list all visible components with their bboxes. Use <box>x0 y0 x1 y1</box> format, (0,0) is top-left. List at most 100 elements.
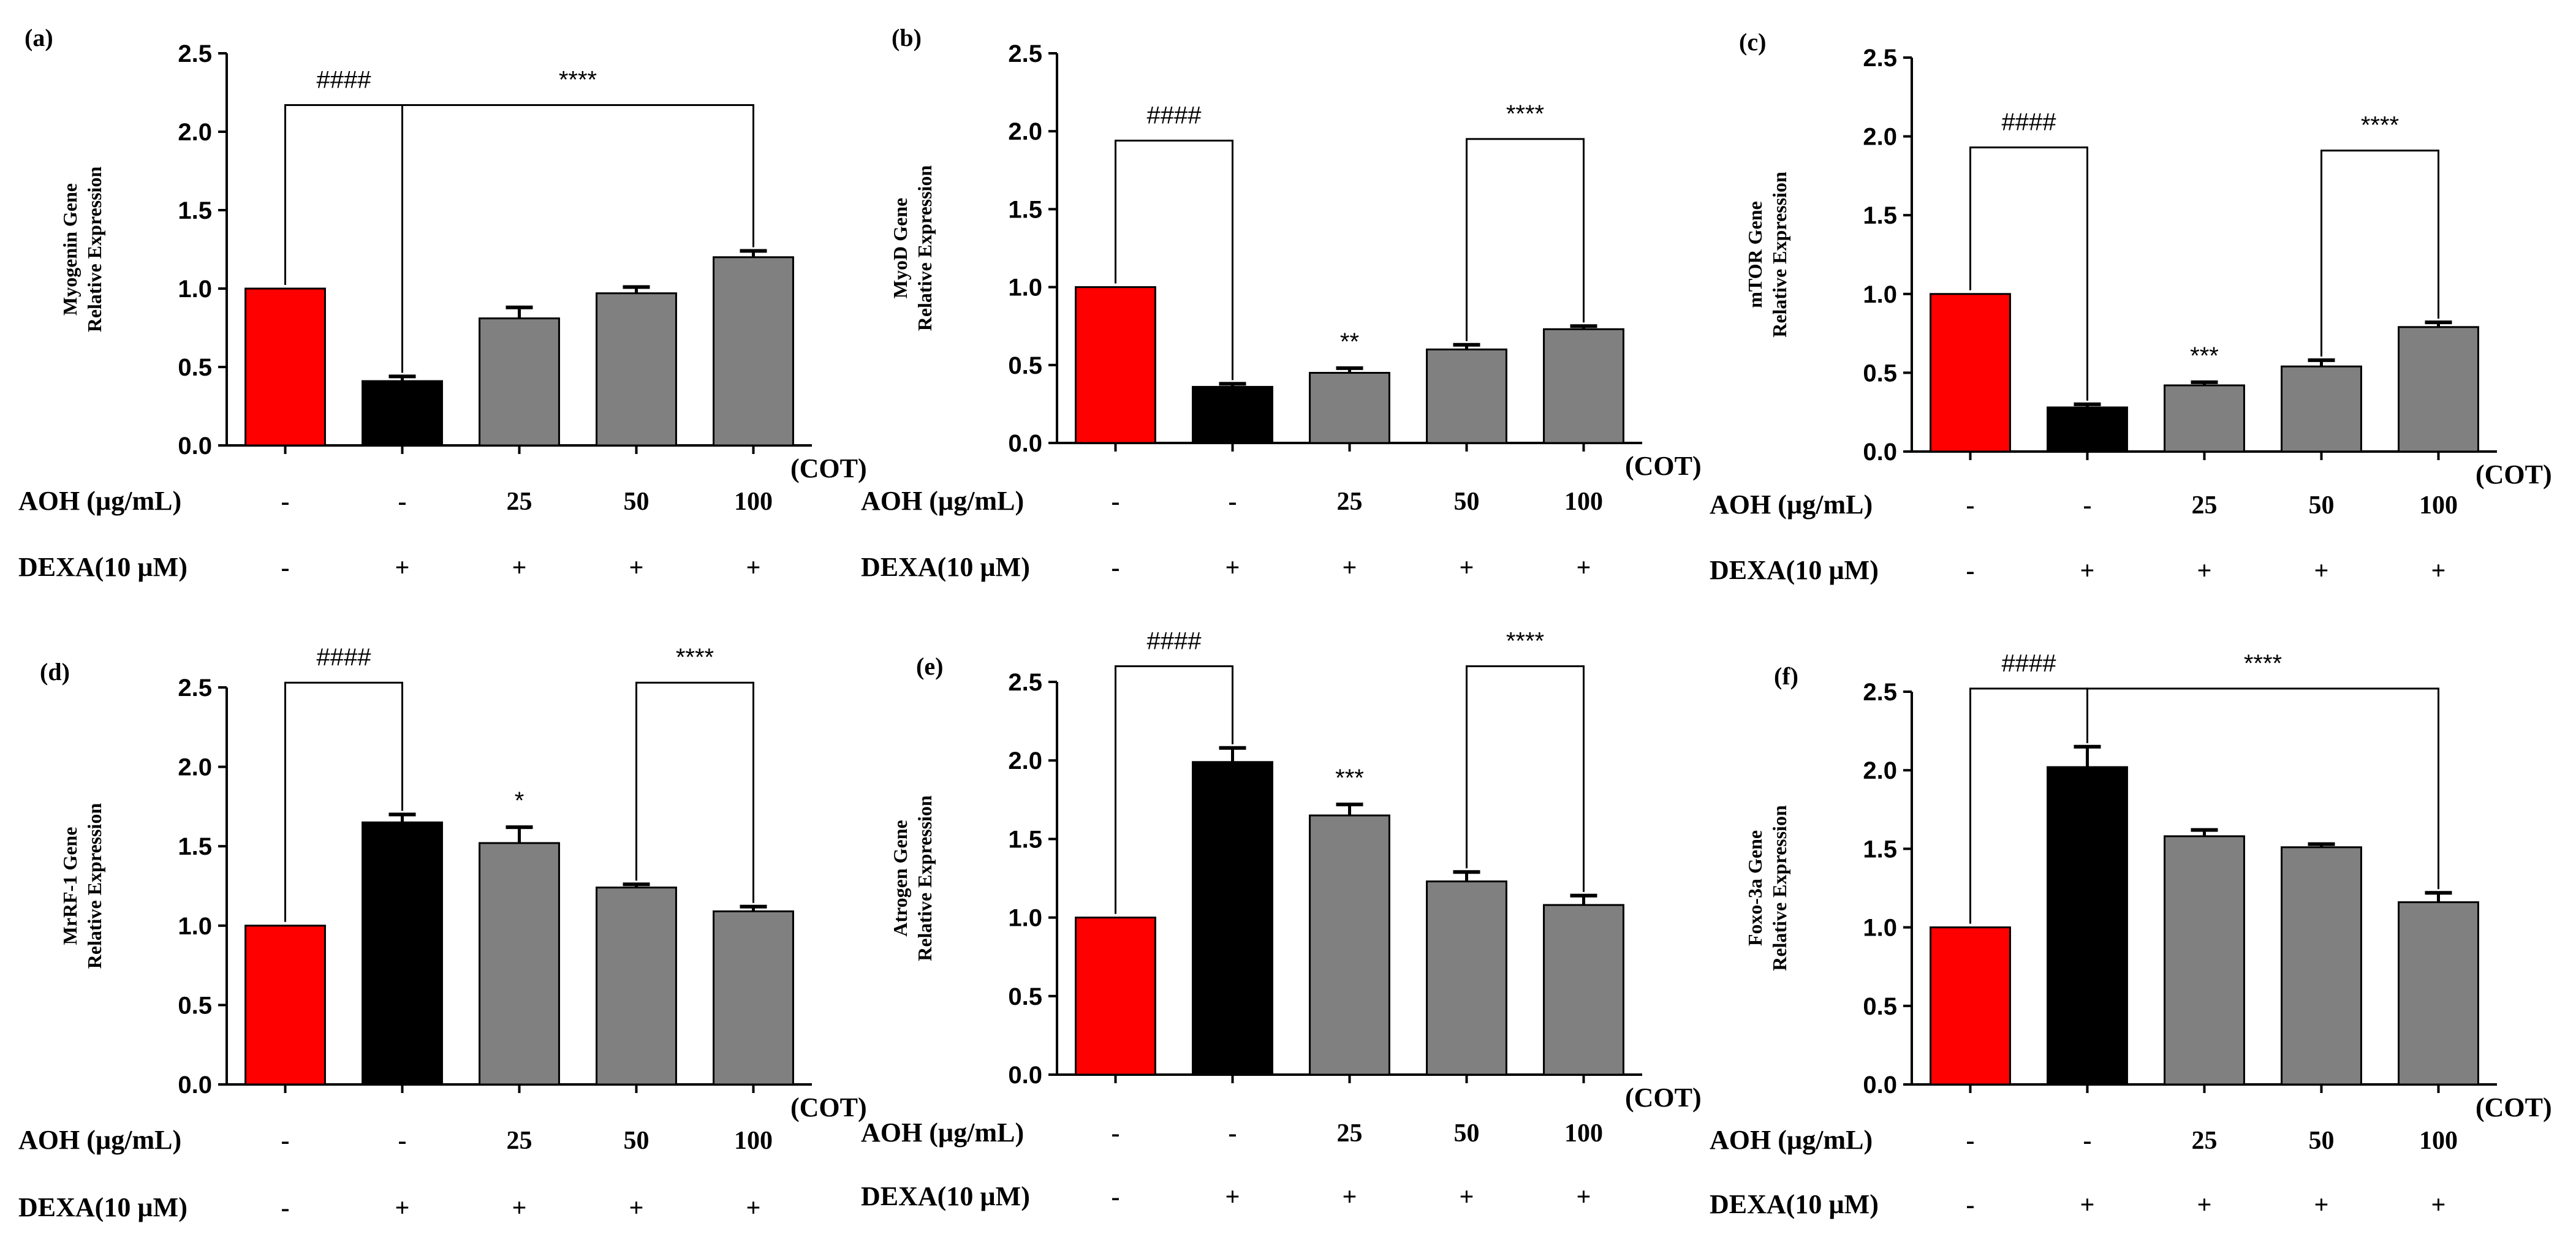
x-unit-label: (COT) <box>790 453 867 483</box>
dexa-value: + <box>1460 554 1474 582</box>
aoh-value: - <box>1112 488 1120 516</box>
aoh-value: 50 <box>624 488 650 516</box>
y-tick-label: 0.0 <box>178 433 212 460</box>
dexa-value: + <box>1343 554 1357 582</box>
dexa-row-label: DEXA(10 µM) <box>1710 1189 1879 1219</box>
y-axis-label-sub: Relative Expression <box>1768 805 1790 971</box>
bracket-label: **** <box>2244 650 2282 677</box>
y-tick-label: 1.5 <box>178 833 212 860</box>
comparison-bracket <box>2086 687 2439 890</box>
bar <box>596 292 677 447</box>
dexa-value: - <box>281 1194 290 1222</box>
bar <box>2164 835 2245 1086</box>
y-tick-label: 1.5 <box>1008 826 1042 853</box>
dexa-row-label: DEXA(10 µM) <box>18 1192 188 1222</box>
y-tick-label: 0.5 <box>1008 352 1042 379</box>
dexa-value: + <box>1577 554 1591 582</box>
panel-label: (d) <box>40 658 70 686</box>
bar <box>244 925 326 1086</box>
dexa-value: + <box>1460 1183 1474 1211</box>
y-tick-label: 1.5 <box>178 197 212 224</box>
y-axis-label-sub: Relative Expression <box>914 795 936 961</box>
aoh-value: 50 <box>2309 491 2335 520</box>
y-tick-label: 2.5 <box>178 675 212 702</box>
dexa-value: + <box>512 1194 527 1222</box>
y-tick-label: 0.0 <box>178 1072 212 1099</box>
y-tick-label: 0.0 <box>1863 1072 1897 1099</box>
comparison-bracket <box>1969 146 2088 401</box>
aoh-row-label: AOH (µg/mL) <box>18 486 181 516</box>
dexa-value: + <box>2080 557 2095 585</box>
dexa-row-label: DEXA(10 µM) <box>1710 555 1879 585</box>
bar <box>1543 328 1624 444</box>
bar <box>1309 814 1390 1076</box>
dexa-value: + <box>2431 557 2446 585</box>
comparison-bracket <box>2320 149 2439 357</box>
aoh-value: 25 <box>507 1127 532 1155</box>
significance-label: * <box>515 787 525 814</box>
dexa-value: + <box>2197 1191 2212 1219</box>
dexa-row-label: DEXA(10 µM) <box>861 1181 1030 1211</box>
bar <box>2047 766 2128 1086</box>
aoh-value: 25 <box>507 488 532 516</box>
comparison-bracket <box>284 681 403 922</box>
y-tick-label: 1.0 <box>1863 281 1897 308</box>
bracket-label: **** <box>559 66 597 93</box>
comparison-bracket <box>1115 139 1233 380</box>
aoh-value: - <box>398 1127 407 1155</box>
y-tick-label: 2.0 <box>178 119 212 146</box>
bar <box>713 256 794 447</box>
dexa-value: + <box>1225 554 1240 582</box>
chart-panel-b: (b) MyoD Gene Relative Expression 0.0 0.5 1.0… <box>861 24 1702 582</box>
y-tick-label: 0.5 <box>1008 983 1042 1010</box>
bar <box>362 821 443 1086</box>
bar <box>1426 348 1507 444</box>
aoh-row-label: AOH (µg/mL) <box>18 1125 181 1155</box>
y-tick-label: 0.0 <box>1008 1062 1042 1089</box>
dexa-value: + <box>1225 1183 1240 1211</box>
chart-panel-e: (e) Atrogen Gene Relative Expression 0.0 0.5… <box>861 627 1702 1211</box>
aoh-value: 50 <box>1454 488 1480 516</box>
aoh-row-label: AOH (µg/mL) <box>1710 1125 1873 1155</box>
bracket-label: **** <box>2361 112 2399 139</box>
x-unit-label: (COT) <box>2476 1092 2552 1122</box>
dexa-value: + <box>2431 1191 2446 1219</box>
x-unit-label: (COT) <box>1625 1083 1702 1113</box>
y-axis-label: MrRF-1 Gene <box>59 827 81 945</box>
aoh-value: - <box>2083 1127 2092 1155</box>
y-axis-label: Myogenin Gene <box>59 183 81 316</box>
y-tick-label: 1.0 <box>178 913 212 940</box>
y-tick-label: 1.0 <box>1008 905 1042 932</box>
dexa-value: + <box>1577 1183 1591 1211</box>
bar <box>713 910 794 1086</box>
bracket-label: **** <box>1506 100 1544 127</box>
dexa-value: + <box>2314 557 2329 585</box>
y-tick-label: 0.5 <box>1863 993 1897 1020</box>
bar <box>2398 901 2479 1086</box>
dexa-value: + <box>395 1194 410 1222</box>
panel-label: (a) <box>25 24 53 51</box>
aoh-value: 100 <box>2419 1127 2458 1155</box>
bracket-label: #### <box>2002 109 2057 136</box>
bracket-label: #### <box>1147 627 1202 654</box>
y-tick-label: 1.0 <box>1863 915 1897 942</box>
y-tick-label: 1.0 <box>178 276 212 303</box>
aoh-value: - <box>1112 1119 1120 1148</box>
bracket-label: **** <box>1506 627 1544 654</box>
bar <box>1930 926 2011 1086</box>
comparison-bracket <box>1466 138 1585 341</box>
y-tick-label: 0.5 <box>1863 360 1897 387</box>
aoh-value: 25 <box>1337 488 1363 516</box>
aoh-value: 25 <box>2192 1127 2218 1155</box>
y-tick-label: 0.0 <box>1863 439 1897 466</box>
bracket-label: **** <box>676 644 714 671</box>
bracket-label: #### <box>2002 650 2057 677</box>
bar <box>479 317 560 447</box>
y-axis-label-sub: Relative Expression <box>914 165 936 331</box>
bar <box>1192 761 1273 1076</box>
dexa-value: + <box>395 554 410 582</box>
dexa-value: + <box>629 554 644 582</box>
y-tick-label: 2.5 <box>1863 45 1897 72</box>
bar <box>2281 365 2362 453</box>
